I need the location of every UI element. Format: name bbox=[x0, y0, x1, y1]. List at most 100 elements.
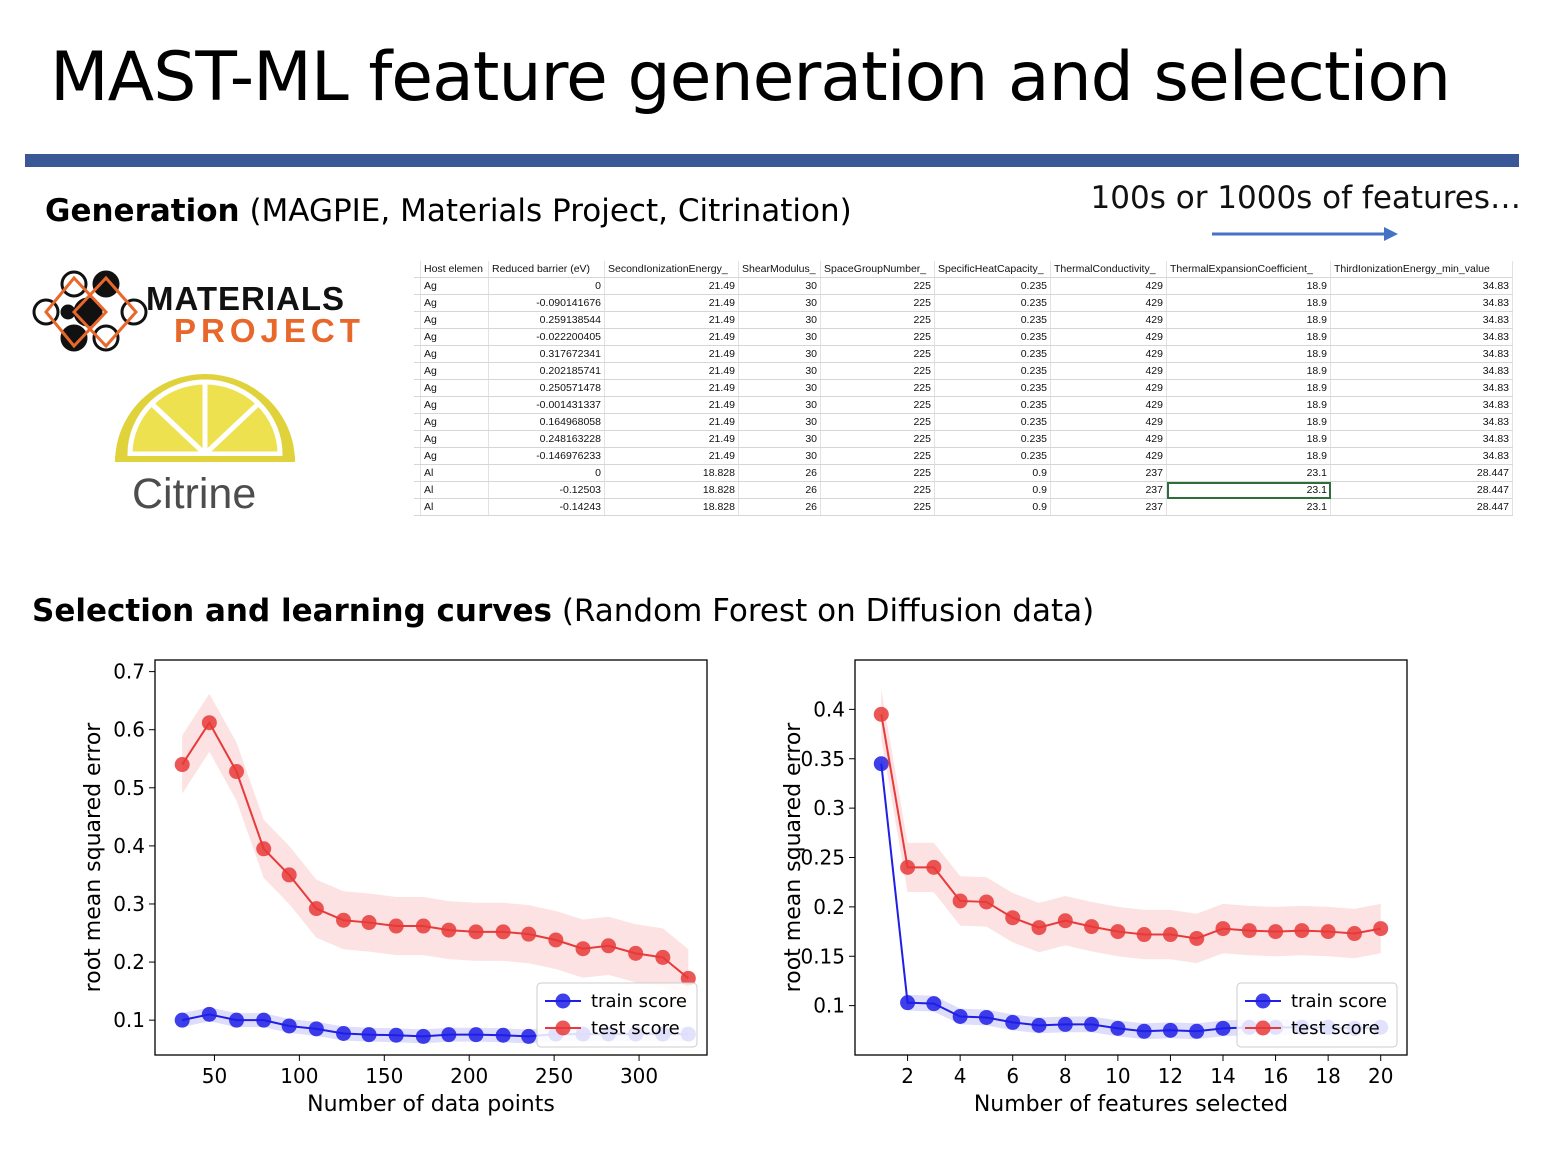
table-cell[interactable]: 18.9 bbox=[1166, 311, 1331, 329]
table-cell[interactable]: 30 bbox=[738, 447, 821, 465]
table-cell[interactable]: 21.49 bbox=[604, 345, 739, 363]
table-cell[interactable]: 30 bbox=[738, 294, 821, 312]
table-cell[interactable]: 23.1 bbox=[1166, 481, 1331, 499]
table-cell[interactable]: 429 bbox=[1050, 345, 1167, 363]
table-cell[interactable]: Al bbox=[420, 498, 489, 516]
table-cell[interactable]: -0.001431337 bbox=[488, 396, 605, 414]
table-cell[interactable]: 0.235 bbox=[934, 447, 1051, 465]
table-cell[interactable]: 18.9 bbox=[1166, 345, 1331, 363]
table-cell[interactable]: Ag bbox=[420, 396, 489, 414]
table-cell[interactable]: 0.248163228 bbox=[488, 430, 605, 448]
table-cell[interactable]: 34.83 bbox=[1330, 413, 1513, 431]
table-cell[interactable]: 225 bbox=[820, 447, 935, 465]
table-cell[interactable]: 26 bbox=[738, 481, 821, 499]
table-cell[interactable]: 429 bbox=[1050, 396, 1167, 414]
table-cell[interactable]: -0.022200405 bbox=[488, 328, 605, 346]
table-cell[interactable]: Ag bbox=[420, 328, 489, 346]
table-cell[interactable]: 0.235 bbox=[934, 328, 1051, 346]
table-cell[interactable]: Ag bbox=[420, 430, 489, 448]
table-cell[interactable]: 21.49 bbox=[604, 328, 739, 346]
table-cell[interactable]: 21.49 bbox=[604, 396, 739, 414]
table-cell[interactable]: 34.83 bbox=[1330, 447, 1513, 465]
table-cell[interactable]: 225 bbox=[820, 379, 935, 397]
table-cell[interactable]: 0.235 bbox=[934, 345, 1051, 363]
table-cell[interactable]: -0.090141676 bbox=[488, 294, 605, 312]
column-header[interactable]: ThermalConductivity_ bbox=[1050, 261, 1167, 278]
table-cell[interactable]: 34.83 bbox=[1330, 277, 1513, 295]
table-cell[interactable]: 30 bbox=[738, 311, 821, 329]
table-cell[interactable]: 225 bbox=[820, 362, 935, 380]
table-cell[interactable]: 0.164968058 bbox=[488, 413, 605, 431]
table-cell[interactable]: 21.49 bbox=[604, 413, 739, 431]
table-cell[interactable]: 18.9 bbox=[1166, 328, 1331, 346]
table-cell[interactable]: 225 bbox=[820, 396, 935, 414]
table-cell[interactable]: 0.250571478 bbox=[488, 379, 605, 397]
column-header[interactable]: ThirdIonizationEnergy_min_value bbox=[1330, 261, 1513, 278]
table-cell[interactable]: 429 bbox=[1050, 328, 1167, 346]
table-cell[interactable]: Ag bbox=[420, 362, 489, 380]
table-cell[interactable]: 429 bbox=[1050, 413, 1167, 431]
column-header[interactable]: SpecificHeatCapacity_ bbox=[934, 261, 1051, 278]
table-cell[interactable]: 21.49 bbox=[604, 430, 739, 448]
table-cell[interactable]: 18.9 bbox=[1166, 396, 1331, 414]
table-cell[interactable]: 225 bbox=[820, 481, 935, 499]
table-cell[interactable]: 34.83 bbox=[1330, 430, 1513, 448]
table-cell[interactable]: 0.9 bbox=[934, 464, 1051, 482]
table-cell[interactable]: 0.235 bbox=[934, 311, 1051, 329]
table-cell[interactable]: 225 bbox=[820, 328, 935, 346]
table-cell[interactable]: 30 bbox=[738, 396, 821, 414]
table-cell[interactable]: 26 bbox=[738, 464, 821, 482]
table-cell[interactable]: 429 bbox=[1050, 430, 1167, 448]
table-cell[interactable]: 0.317672341 bbox=[488, 345, 605, 363]
table-cell[interactable]: 18.828 bbox=[604, 464, 739, 482]
table-cell[interactable]: 0.235 bbox=[934, 294, 1051, 312]
column-header[interactable]: ThermalExpansionCoefficient_ bbox=[1166, 261, 1331, 278]
table-cell[interactable]: 429 bbox=[1050, 311, 1167, 329]
table-cell[interactable]: 21.49 bbox=[604, 294, 739, 312]
table-cell[interactable]: 34.83 bbox=[1330, 345, 1513, 363]
feature-spreadsheet[interactable]: Host elemen Reduced barrier (eV) SecondIon… bbox=[414, 261, 1513, 516]
table-cell[interactable]: 0.9 bbox=[934, 481, 1051, 499]
table-cell[interactable]: Al bbox=[420, 481, 489, 499]
table-cell[interactable]: 34.83 bbox=[1330, 294, 1513, 312]
table-cell[interactable]: 30 bbox=[738, 277, 821, 295]
table-cell[interactable]: 30 bbox=[738, 328, 821, 346]
table-cell[interactable]: 18.828 bbox=[604, 498, 739, 516]
table-cell[interactable]: -0.12503 bbox=[488, 481, 605, 499]
table-cell[interactable]: Ag bbox=[420, 413, 489, 431]
column-header[interactable]: SpaceGroupNumber_ bbox=[820, 261, 935, 278]
table-cell[interactable]: 0.235 bbox=[934, 277, 1051, 295]
table-cell[interactable]: 18.9 bbox=[1166, 277, 1331, 295]
table-cell[interactable]: 23.1 bbox=[1166, 498, 1331, 516]
table-cell[interactable]: 30 bbox=[738, 430, 821, 448]
table-cell[interactable]: 30 bbox=[738, 379, 821, 397]
table-cell[interactable]: 30 bbox=[738, 362, 821, 380]
table-cell[interactable]: 18.9 bbox=[1166, 379, 1331, 397]
table-cell[interactable]: Ag bbox=[420, 311, 489, 329]
table-cell[interactable]: 21.49 bbox=[604, 277, 739, 295]
table-cell[interactable]: 30 bbox=[738, 345, 821, 363]
table-cell[interactable]: 225 bbox=[820, 430, 935, 448]
table-cell[interactable]: 237 bbox=[1050, 464, 1167, 482]
table-cell[interactable]: 225 bbox=[820, 311, 935, 329]
table-cell[interactable]: Ag bbox=[420, 447, 489, 465]
table-cell[interactable]: 429 bbox=[1050, 379, 1167, 397]
table-cell[interactable]: 0.259138544 bbox=[488, 311, 605, 329]
table-cell[interactable]: 0.235 bbox=[934, 362, 1051, 380]
column-header[interactable]: Host elemen bbox=[420, 261, 489, 278]
table-cell[interactable]: 18.9 bbox=[1166, 294, 1331, 312]
table-cell[interactable]: 23.1 bbox=[1166, 464, 1331, 482]
table-cell[interactable]: 18.9 bbox=[1166, 413, 1331, 431]
table-cell[interactable]: 429 bbox=[1050, 447, 1167, 465]
table-cell[interactable]: 30 bbox=[738, 413, 821, 431]
table-cell[interactable]: Ag bbox=[420, 277, 489, 295]
table-cell[interactable]: Ag bbox=[420, 345, 489, 363]
table-cell[interactable]: 0.235 bbox=[934, 413, 1051, 431]
table-cell[interactable]: 429 bbox=[1050, 362, 1167, 380]
column-header[interactable]: ShearModulus_ bbox=[738, 261, 821, 278]
table-cell[interactable]: 225 bbox=[820, 498, 935, 516]
table-cell[interactable]: -0.146976233 bbox=[488, 447, 605, 465]
table-cell[interactable]: 21.49 bbox=[604, 362, 739, 380]
table-cell[interactable]: 34.83 bbox=[1330, 362, 1513, 380]
table-cell[interactable]: 225 bbox=[820, 294, 935, 312]
